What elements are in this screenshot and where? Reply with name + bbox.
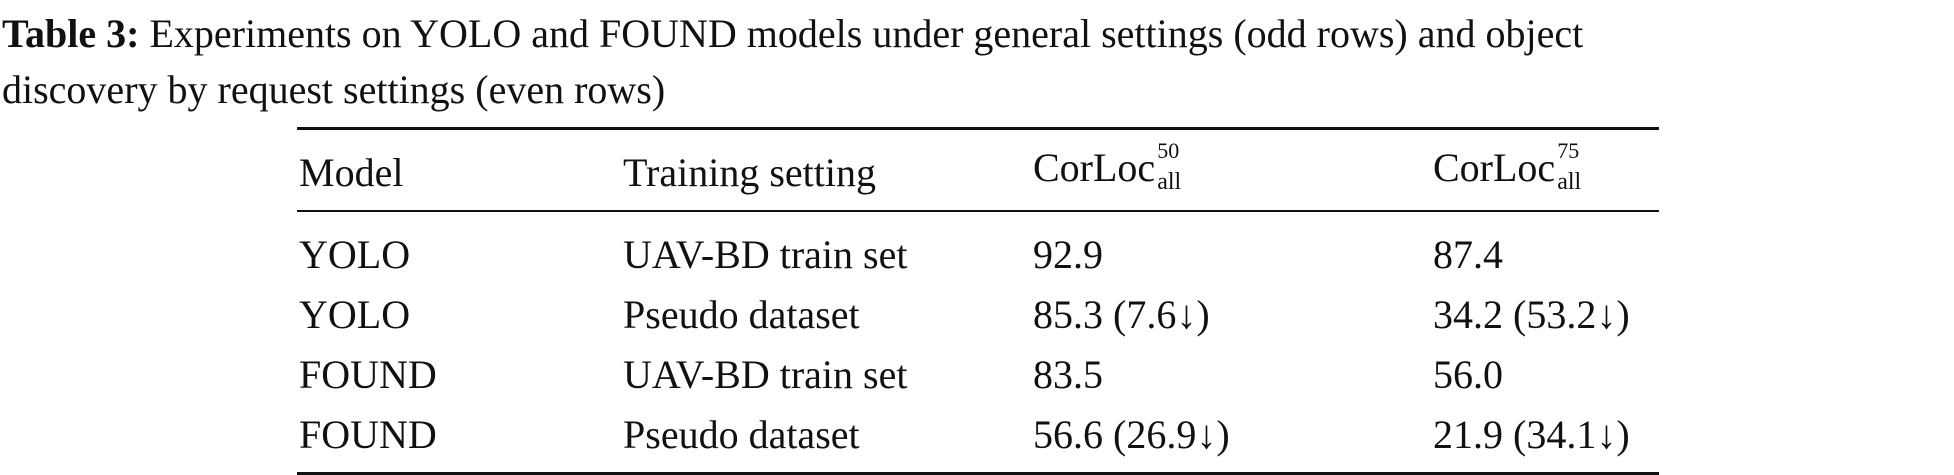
header-corloc50-base: CorLoc bbox=[1033, 145, 1156, 191]
cell-model: YOLO bbox=[299, 231, 411, 277]
caption-text: Experiments on YOLO and FOUND models und… bbox=[139, 11, 1584, 56]
cell-training-setting: Pseudo dataset bbox=[623, 411, 860, 457]
cell-corloc50: 92.9 bbox=[1033, 231, 1103, 277]
header-corloc75: CorLoc 75 all bbox=[1431, 129, 1659, 212]
header-training-setting: Training setting bbox=[623, 149, 876, 195]
results-table: Model Training setting CorLoc 50 all CorLo… bbox=[297, 127, 1659, 475]
cell-model: YOLO bbox=[299, 291, 411, 337]
results-table-container: Model Training setting CorLoc 50 all CorLo… bbox=[297, 127, 1659, 475]
header-corloc50-sub: all bbox=[1157, 169, 1182, 195]
caption-label: Table 3: bbox=[2, 11, 140, 56]
table-row: FOUND UAV-BD train set 83.5 56.0 bbox=[297, 344, 1659, 404]
table-row: FOUND Pseudo dataset 56.6 (26.9↓) 21.9 (… bbox=[297, 404, 1659, 474]
cell-corloc75: 56.0 bbox=[1433, 351, 1503, 397]
cell-model: FOUND bbox=[299, 411, 437, 457]
cell-corloc75: 21.9 (34.1↓) bbox=[1433, 411, 1630, 457]
table-row: YOLO Pseudo dataset 85.3 (7.6↓) 34.2 (53… bbox=[297, 284, 1659, 344]
header-corloc75-base: CorLoc bbox=[1433, 145, 1556, 191]
caption-line-2: discovery by request settings (even rows… bbox=[2, 67, 666, 112]
cell-corloc75: 34.2 (53.2↓) bbox=[1433, 291, 1630, 337]
table-caption: Table 3: Experiments on YOLO and FOUND m… bbox=[2, 6, 1950, 118]
cell-training-setting: UAV-BD train set bbox=[623, 231, 908, 277]
cell-training-setting: UAV-BD train set bbox=[623, 351, 908, 397]
cell-corloc50: 85.3 (7.6↓) bbox=[1033, 291, 1210, 337]
header-model: Model bbox=[299, 149, 404, 195]
header-corloc50-sup: 50 bbox=[1157, 138, 1180, 163]
cell-corloc75: 87.4 bbox=[1433, 231, 1503, 277]
header-corloc75-sup: 75 bbox=[1557, 138, 1580, 163]
cell-corloc50: 83.5 bbox=[1033, 351, 1103, 397]
cell-corloc50: 56.6 (26.9↓) bbox=[1033, 411, 1230, 457]
cell-training-setting: Pseudo dataset bbox=[623, 291, 860, 337]
header-corloc50: CorLoc 50 all bbox=[1031, 129, 1431, 212]
caption-line-1: Table 3: Experiments on YOLO and FOUND m… bbox=[2, 6, 1950, 62]
table-header-row: Model Training setting CorLoc 50 all CorLo… bbox=[297, 128, 1659, 212]
table-row: YOLO UAV-BD train set 92.9 87.4 bbox=[297, 211, 1659, 284]
header-corloc75-sub: all bbox=[1557, 169, 1582, 195]
cell-model: FOUND bbox=[299, 351, 437, 397]
